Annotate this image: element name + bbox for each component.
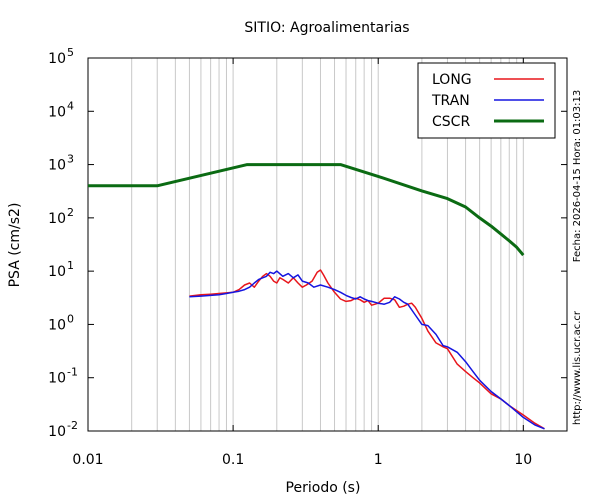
grid-lines [131,58,524,431]
y-tick-label: 10 [48,211,66,227]
y-tick-exponent: -2 [67,419,78,432]
y-tick-label: 10 [48,158,66,174]
y-tick-label: 10 [48,104,66,120]
x-tick-label: 0.1 [222,452,244,468]
y-tick-exponent: 1 [67,259,74,272]
x-axis-label: Periodo (s) [286,480,361,496]
series-lines [88,163,545,430]
series-line-tran [189,270,545,430]
legend-label-long: LONG [432,72,472,88]
y-tick-exponent: 4 [67,99,74,112]
y-tick-exponent: 0 [67,312,74,325]
y-axis-label: PSA (cm/s2) [7,203,23,288]
website-url: http://www.lis.ucr.ac.cr [572,310,583,425]
y-tick-exponent: -1 [67,366,78,379]
series-line-cscr [88,163,525,257]
y-tick-label: 10 [48,317,66,333]
y-tick-label: 10 [48,264,66,280]
series-line-long [189,269,545,430]
legend-label-tran: TRAN [431,93,470,109]
x-tick-label: 1 [374,452,383,468]
plot-frame [87,57,568,432]
y-tick-label: 10 [48,371,66,387]
chart-title: SITIO: Agroalimentarias [244,20,409,36]
y-tick-label: 10 [48,424,66,440]
legend: LONG TRAN CSCR [417,62,556,139]
y-tick-exponent: 3 [67,153,74,166]
y-tick-label: 10 [48,51,66,67]
y-tick-exponent: 2 [67,206,74,219]
x-tick-label: 0.01 [72,452,103,468]
legend-label-cscr: CSCR [432,114,470,130]
timestamp-text: Fecha: 2026-04-15 Hora: 01:03:13 [572,90,583,263]
y-tick-exponent: 5 [67,46,74,59]
x-tick-label: 10 [514,452,532,468]
